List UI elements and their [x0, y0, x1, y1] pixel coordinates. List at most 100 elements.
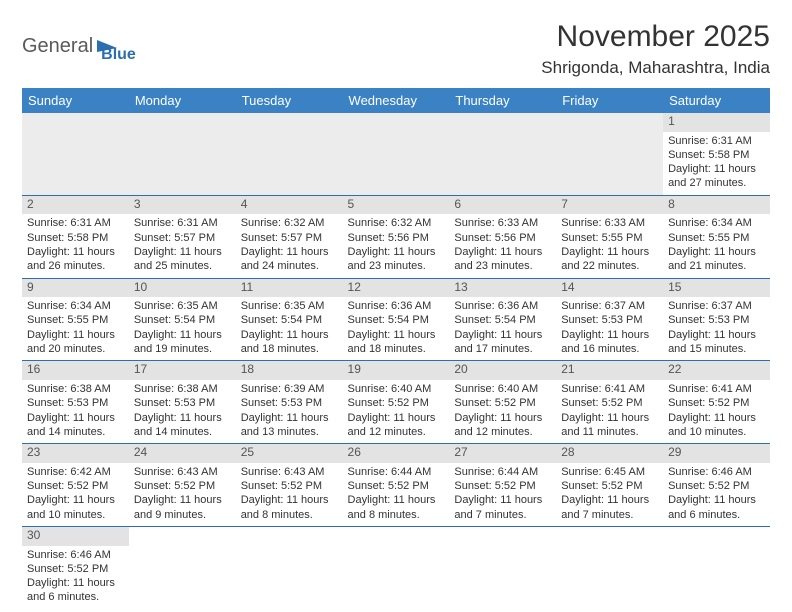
- weekday-header: Thursday: [449, 88, 556, 113]
- daylight-text: Daylight: 11 hours and 17 minutes.: [454, 328, 551, 357]
- sunset-text: Sunset: 5:52 PM: [348, 479, 445, 493]
- sunrise-text: Sunrise: 6:31 AM: [668, 134, 765, 148]
- sunrise-text: Sunrise: 6:38 AM: [134, 382, 231, 396]
- daylight-text: Daylight: 11 hours and 10 minutes.: [668, 411, 765, 440]
- daylight-text: Daylight: 11 hours and 12 minutes.: [348, 411, 445, 440]
- daylight-text: Daylight: 11 hours and 10 minutes.: [27, 493, 124, 522]
- calendar-cell: 10Sunrise: 6:35 AMSunset: 5:54 PMDayligh…: [129, 278, 236, 361]
- day-number: 28: [561, 445, 658, 461]
- weekday-header: Friday: [556, 88, 663, 113]
- sunset-text: Sunset: 5:52 PM: [27, 479, 124, 493]
- calendar-cell: 27Sunrise: 6:44 AMSunset: 5:52 PMDayligh…: [449, 444, 556, 527]
- daylight-text: Daylight: 11 hours and 6 minutes.: [27, 576, 124, 605]
- sunrise-text: Sunrise: 6:33 AM: [454, 216, 551, 230]
- sunset-text: Sunset: 5:54 PM: [348, 313, 445, 327]
- sunset-text: Sunset: 5:57 PM: [241, 231, 338, 245]
- sunset-text: Sunset: 5:56 PM: [454, 231, 551, 245]
- sunrise-text: Sunrise: 6:35 AM: [134, 299, 231, 313]
- calendar-week-row: 1Sunrise: 6:31 AMSunset: 5:58 PMDaylight…: [22, 113, 770, 195]
- sunrise-text: Sunrise: 6:32 AM: [241, 216, 338, 230]
- day-number: 22: [668, 362, 765, 378]
- daylight-text: Daylight: 11 hours and 7 minutes.: [454, 493, 551, 522]
- calendar-week-row: 30Sunrise: 6:46 AMSunset: 5:52 PMDayligh…: [22, 526, 770, 608]
- day-number: 2: [27, 197, 124, 213]
- calendar-cell: 29Sunrise: 6:46 AMSunset: 5:52 PMDayligh…: [663, 444, 770, 527]
- weekday-header: Wednesday: [343, 88, 450, 113]
- calendar-cell: 25Sunrise: 6:43 AMSunset: 5:52 PMDayligh…: [236, 444, 343, 527]
- calendar-table: Sunday Monday Tuesday Wednesday Thursday…: [22, 88, 770, 609]
- daylight-text: Daylight: 11 hours and 15 minutes.: [668, 328, 765, 357]
- daylight-text: Daylight: 11 hours and 26 minutes.: [27, 245, 124, 274]
- daylight-text: Daylight: 11 hours and 6 minutes.: [668, 493, 765, 522]
- calendar-cell: [556, 526, 663, 608]
- logo-text-1: General: [22, 35, 93, 58]
- sunrise-text: Sunrise: 6:36 AM: [348, 299, 445, 313]
- sunset-text: Sunset: 5:53 PM: [27, 396, 124, 410]
- calendar-cell: 18Sunrise: 6:39 AMSunset: 5:53 PMDayligh…: [236, 361, 343, 444]
- calendar-cell: 15Sunrise: 6:37 AMSunset: 5:53 PMDayligh…: [663, 278, 770, 361]
- sunset-text: Sunset: 5:54 PM: [134, 313, 231, 327]
- sunrise-text: Sunrise: 6:43 AM: [241, 465, 338, 479]
- day-number: 4: [241, 197, 338, 213]
- sunrise-text: Sunrise: 6:37 AM: [561, 299, 658, 313]
- sunset-text: Sunset: 5:52 PM: [668, 396, 765, 410]
- calendar-cell: 12Sunrise: 6:36 AMSunset: 5:54 PMDayligh…: [343, 278, 450, 361]
- sunrise-text: Sunrise: 6:43 AM: [134, 465, 231, 479]
- day-number: 6: [454, 197, 551, 213]
- daylight-text: Daylight: 11 hours and 21 minutes.: [668, 245, 765, 274]
- day-number: 20: [454, 362, 551, 378]
- daylight-text: Daylight: 11 hours and 9 minutes.: [134, 493, 231, 522]
- daylight-text: Daylight: 11 hours and 16 minutes.: [561, 328, 658, 357]
- day-number: 25: [241, 445, 338, 461]
- day-number: 15: [668, 280, 765, 296]
- calendar-cell: 16Sunrise: 6:38 AMSunset: 5:53 PMDayligh…: [22, 361, 129, 444]
- weekday-header: Monday: [129, 88, 236, 113]
- day-number: 9: [27, 280, 124, 296]
- sunset-text: Sunset: 5:58 PM: [27, 231, 124, 245]
- sunrise-text: Sunrise: 6:44 AM: [454, 465, 551, 479]
- calendar-cell: [449, 113, 556, 195]
- sunset-text: Sunset: 5:54 PM: [454, 313, 551, 327]
- calendar-cell: [556, 113, 663, 195]
- sunrise-text: Sunrise: 6:41 AM: [668, 382, 765, 396]
- sunset-text: Sunset: 5:53 PM: [561, 313, 658, 327]
- day-number: 5: [348, 197, 445, 213]
- day-number: 17: [134, 362, 231, 378]
- sunrise-text: Sunrise: 6:41 AM: [561, 382, 658, 396]
- month-title: November 2025: [541, 20, 770, 54]
- calendar-cell: 5Sunrise: 6:32 AMSunset: 5:56 PMDaylight…: [343, 195, 450, 278]
- daylight-text: Daylight: 11 hours and 22 minutes.: [561, 245, 658, 274]
- sunrise-text: Sunrise: 6:33 AM: [561, 216, 658, 230]
- sunset-text: Sunset: 5:52 PM: [561, 479, 658, 493]
- sunset-text: Sunset: 5:56 PM: [348, 231, 445, 245]
- day-number: 16: [27, 362, 124, 378]
- sunset-text: Sunset: 5:55 PM: [561, 231, 658, 245]
- daylight-text: Daylight: 11 hours and 14 minutes.: [27, 411, 124, 440]
- sunset-text: Sunset: 5:54 PM: [241, 313, 338, 327]
- calendar-cell: 14Sunrise: 6:37 AMSunset: 5:53 PMDayligh…: [556, 278, 663, 361]
- day-number: 19: [348, 362, 445, 378]
- sunset-text: Sunset: 5:52 PM: [27, 562, 124, 576]
- sunrise-text: Sunrise: 6:44 AM: [348, 465, 445, 479]
- sunrise-text: Sunrise: 6:34 AM: [27, 299, 124, 313]
- daylight-text: Daylight: 11 hours and 25 minutes.: [134, 245, 231, 274]
- calendar-cell: [663, 526, 770, 608]
- sunset-text: Sunset: 5:52 PM: [668, 479, 765, 493]
- daylight-text: Daylight: 11 hours and 19 minutes.: [134, 328, 231, 357]
- daylight-text: Daylight: 11 hours and 23 minutes.: [454, 245, 551, 274]
- calendar-cell: [129, 113, 236, 195]
- calendar-cell: 4Sunrise: 6:32 AMSunset: 5:57 PMDaylight…: [236, 195, 343, 278]
- daylight-text: Daylight: 11 hours and 18 minutes.: [241, 328, 338, 357]
- day-number: 27: [454, 445, 551, 461]
- sunset-text: Sunset: 5:52 PM: [454, 396, 551, 410]
- day-number: 13: [454, 280, 551, 296]
- sunset-text: Sunset: 5:53 PM: [134, 396, 231, 410]
- calendar-cell: [236, 113, 343, 195]
- calendar-cell: 8Sunrise: 6:34 AMSunset: 5:55 PMDaylight…: [663, 195, 770, 278]
- calendar-cell: 7 Sunrise: 6:33 AMSunset: 5:55 PMDaylight…: [556, 195, 663, 278]
- calendar-cell: 6 Sunrise: 6:33 AMSunset: 5:56 PMDaylight…: [449, 195, 556, 278]
- day-number: 7: [561, 197, 658, 213]
- day-number: 29: [668, 445, 765, 461]
- sunrise-text: Sunrise: 6:40 AM: [348, 382, 445, 396]
- sunrise-text: Sunrise: 6:45 AM: [561, 465, 658, 479]
